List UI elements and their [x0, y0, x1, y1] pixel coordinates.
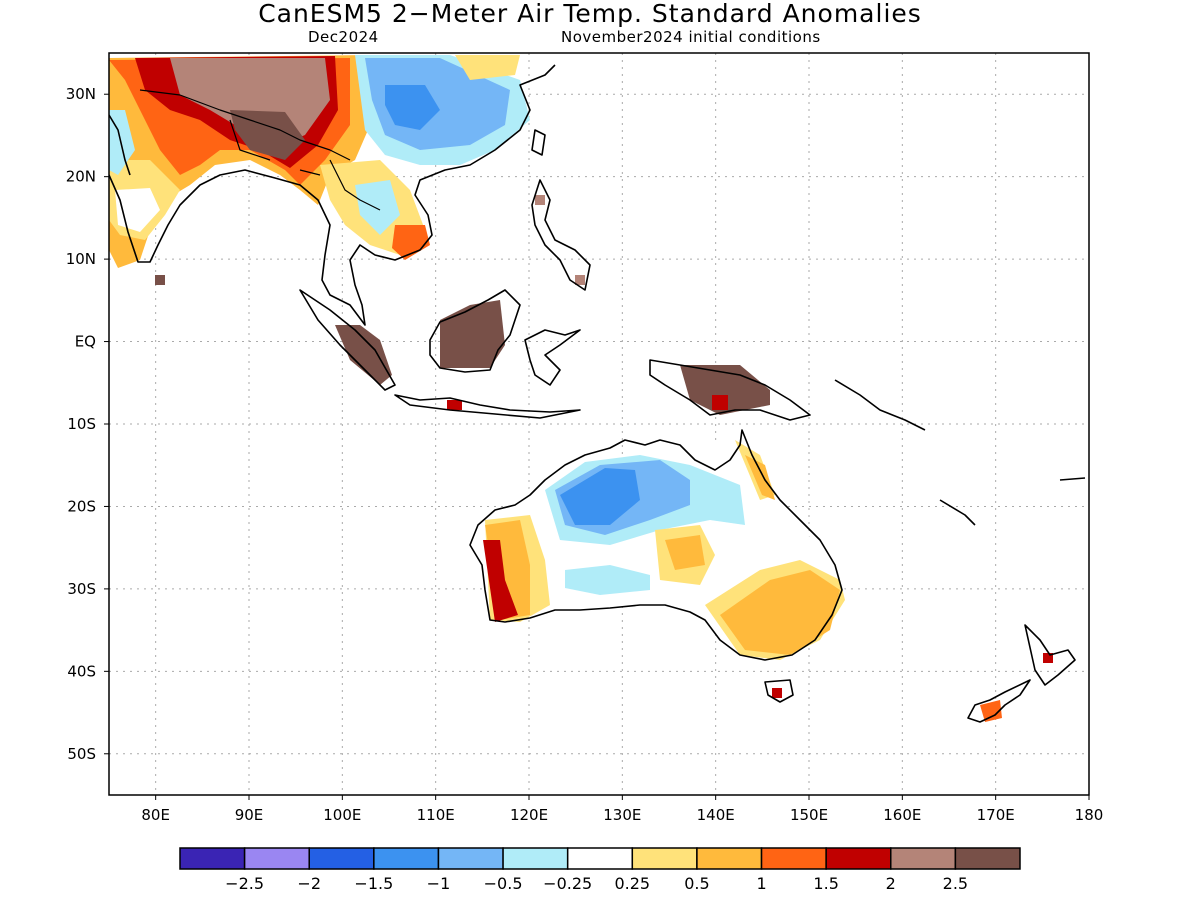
australia-central-orange-anomaly: [665, 535, 705, 570]
lat-tick-label: EQ: [75, 333, 96, 351]
colorbar-label: −2.5: [225, 874, 264, 893]
lon-tick-label: 130E: [603, 806, 641, 824]
pacific-islands: [834, 379, 1086, 526]
nz-south-coastline: [967, 679, 1031, 723]
colorbar-swatch: [243, 847, 310, 870]
sumatra-brown-anomaly: [335, 325, 392, 385]
new-guinea-red-spot: [712, 395, 728, 410]
lon-tick-label: 170E: [977, 806, 1015, 824]
colorbar-label: 2.5: [943, 874, 968, 893]
initial-conditions: November2024 initial conditions: [561, 28, 821, 46]
lon-tick-label: 100E: [323, 806, 361, 824]
colorbar-label: −1: [427, 874, 451, 893]
lon-tick-label: 110E: [417, 806, 455, 824]
lat-tick-label: 10S: [67, 415, 96, 433]
map-title: CanESM5 2−Meter Air Temp. Standard Anoma…: [258, 0, 922, 28]
colorbar-label: −2: [297, 874, 321, 893]
colorbar-swatch: [179, 847, 246, 870]
colorbar-swatch: [631, 847, 698, 870]
taiwan-coastline: [531, 129, 546, 156]
philippines-brown-spot: [535, 195, 545, 205]
sri-lanka-brown-spot: [155, 275, 165, 285]
india-coastline: [109, 114, 131, 176]
colorbar-swatch: [308, 847, 375, 870]
indochina-blue-anomaly: [355, 180, 400, 235]
colorbar-label: 0.25: [614, 874, 650, 893]
lon-tick-label: 90E: [235, 806, 264, 824]
anomaly-fields: [109, 55, 1053, 722]
lon-tick-label: 160E: [883, 806, 921, 824]
lat-tick-label: 40S: [67, 662, 96, 680]
lon-tick-label: 140E: [697, 806, 735, 824]
lon-tick-label: 180: [1075, 806, 1104, 824]
tasmania-red-spot: [772, 688, 782, 698]
colorbar-swatch: [566, 847, 634, 870]
china-blue-anomaly: [365, 58, 510, 150]
colorbar-label: −0.5: [484, 874, 523, 893]
sulawesi-coastline: [524, 329, 581, 386]
philippines-coastline: [531, 179, 591, 291]
coastlines: [109, 64, 1086, 723]
lat-tick-label: 30S: [67, 580, 96, 598]
colorbar: −2.5 −2 −1.5 −1 −0.5 −0.25 0.25 0.5 1 1.5 2 2.5: [179, 847, 1021, 893]
australia-coastline: [469, 429, 843, 661]
new-guinea-coastline: [649, 359, 811, 421]
sumatra-coastline: [299, 289, 396, 391]
colorbar-swatch: [373, 847, 440, 870]
colorbar-swatch: [437, 847, 504, 870]
australia-east-orange-anomaly: [720, 570, 840, 655]
china-warm-coast-anomaly: [455, 55, 520, 80]
china-deep-blue-anomaly: [385, 85, 440, 130]
latitude-labels: 30N 20N 10N EQ 10S 20S 30S 40S 50S: [66, 85, 109, 763]
lat-tick-label: 50S: [67, 745, 96, 763]
colorbar-label: −1.5: [354, 874, 393, 893]
mindanao-brown-spot: [575, 275, 585, 285]
java-red-spot: [447, 400, 462, 410]
nz-north-red-spot: [1043, 653, 1053, 663]
colorbar-label: 1: [756, 874, 766, 893]
lon-tick-label: 120E: [510, 806, 548, 824]
vietnam-warm-anomaly: [392, 225, 430, 260]
java-coastline: [394, 394, 581, 419]
lat-tick-label: 20S: [67, 497, 96, 515]
borneo-brown-anomaly: [440, 300, 505, 368]
colorbar-swatch: [954, 847, 1021, 870]
nz-north-coastline: [1024, 624, 1076, 686]
forecast-month: Dec2024: [308, 28, 379, 46]
australia-south-cool-anomaly: [565, 565, 650, 595]
lon-tick-label: 150E: [790, 806, 828, 824]
colorbar-label: 0.5: [684, 874, 709, 893]
colorbar-swatch: [825, 847, 892, 870]
colorbar-swatch: [890, 847, 957, 870]
australia-west-red-anomaly: [483, 540, 518, 622]
nz-south-warm-anomaly: [980, 700, 1002, 722]
india-white-patch: [115, 188, 160, 232]
australia-deep-blue-anomaly: [560, 468, 640, 525]
colorbar-swatch: [696, 847, 763, 870]
lat-tick-label: 30N: [66, 85, 96, 103]
tibet-dark-anomaly: [230, 110, 305, 160]
lat-tick-label: 20N: [66, 168, 96, 186]
lon-tick-label: 80E: [141, 806, 170, 824]
borneo-coastline: [429, 289, 521, 373]
borders: [139, 89, 381, 211]
graticule: [109, 53, 1090, 795]
longitude-labels: 80E 90E 100E 110E 120E 130E 140E 150E 160E 170E 18…: [141, 795, 1103, 824]
colorbar-swatch: [502, 847, 569, 870]
colorbar-label: −0.25: [543, 874, 592, 893]
asia-coastline: [109, 64, 556, 326]
lat-tick-label: 10N: [66, 250, 96, 268]
colorbar-label: 2: [886, 874, 896, 893]
tasmania-coastline: [764, 679, 794, 703]
colorbar-label: 1.5: [813, 874, 838, 893]
queensland-coast-orange: [745, 455, 775, 500]
colorbar-swatch: [760, 847, 827, 870]
